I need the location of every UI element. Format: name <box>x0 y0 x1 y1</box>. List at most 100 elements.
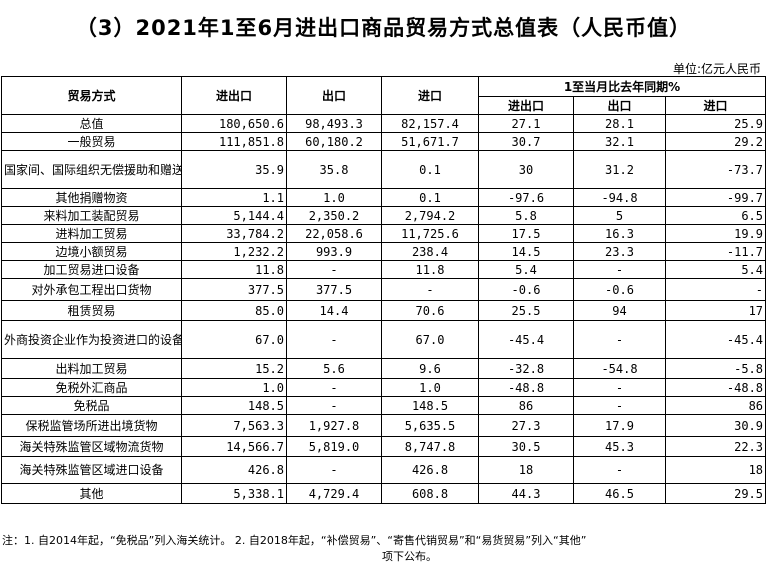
row-label: 租赁贸易 <box>1 300 182 321</box>
cell-yoy-import: 18 <box>664 456 767 484</box>
cell-yoy-import: 30.9 <box>664 414 767 437</box>
page-title: （3）2021年1至6月进出口商品贸易方式总值表（人民币值） <box>75 16 692 40</box>
row-label: 一般贸易 <box>1 132 182 151</box>
cell-yoy-export: - <box>573 396 666 415</box>
cell-yoy-total: -0.6 <box>478 278 574 301</box>
cell-import: 608.8 <box>381 483 479 504</box>
cell-import: 148.5 <box>381 396 479 415</box>
table-row: 租赁贸易 85.0 14.4 70.6 25.5 94 17 <box>1 300 767 321</box>
cell-import: 1.0 <box>381 378 479 397</box>
cell-export: 993.9 <box>286 242 382 261</box>
cell-total: 180,650.6 <box>181 114 287 133</box>
cell-yoy-total: -32.8 <box>478 358 574 379</box>
header-export: 出口 <box>286 76 382 115</box>
row-label: 出料加工贸易 <box>1 358 182 379</box>
cell-yoy-total: -97.6 <box>478 188 574 207</box>
cell-total: 148.5 <box>181 396 287 415</box>
header-total: 进出口 <box>181 76 287 115</box>
cell-yoy-export: 5 <box>573 206 666 225</box>
cell-yoy-export: 23.3 <box>573 242 666 261</box>
cell-yoy-import: - <box>664 278 767 301</box>
cell-yoy-export: -0.6 <box>573 278 666 301</box>
cell-total: 377.5 <box>181 278 287 301</box>
table-row: 免税品 148.5-148.5 86-86 <box>1 396 767 415</box>
header-import: 进口 <box>381 76 479 115</box>
cell-total: 85.0 <box>181 300 287 321</box>
table-row: 一般贸易 111,851.8 60,180.2 51,671.7 30.7 32.1 29.… <box>1 132 767 151</box>
row-label: 免税外汇商品 <box>1 378 182 397</box>
cell-export: 22,058.6 <box>286 224 382 243</box>
cell-yoy-import: 5.4 <box>664 260 767 279</box>
row-label: 免税品 <box>1 396 182 415</box>
cell-import: 70.6 <box>381 300 479 321</box>
cell-export: 377.5 <box>286 278 382 301</box>
row-label: 进料加工贸易 <box>1 224 182 243</box>
cell-yoy-import: 29.2 <box>664 132 767 151</box>
cell-import: 426.8 <box>381 456 479 484</box>
cell-export: 14.4 <box>286 300 382 321</box>
cell-total: 111,851.8 <box>181 132 287 151</box>
table-row: 边境小额贸易 1,232.2 993.9 238.4 14.5 23.3 -11.7 <box>1 242 767 261</box>
table-row: 总值 180,650.6 98,493.3 82,157.4 27.1 28.1 25.9 <box>1 114 767 133</box>
cell-yoy-total: 30 <box>478 150 574 189</box>
cell-export: 2,350.2 <box>286 206 382 225</box>
cell-total: 14,566.7 <box>181 436 287 457</box>
cell-import: 5,635.5 <box>381 414 479 437</box>
cell-export: 98,493.3 <box>286 114 382 133</box>
cell-import: 11.8 <box>381 260 479 279</box>
cell-import: 0.1 <box>381 150 479 189</box>
cell-yoy-total: 25.5 <box>478 300 574 321</box>
header-yoy-group: 1至当月比去年同期% <box>477 76 767 97</box>
cell-yoy-export: - <box>573 378 666 397</box>
table-row: 保税监管场所进出境货物 7,563.3 1,927.8 5,635.5 27.3 17.9… <box>1 414 767 437</box>
cell-yoy-export: -94.8 <box>573 188 666 207</box>
row-label: 保税监管场所进出境货物 <box>1 414 182 437</box>
cell-yoy-total: 14.5 <box>478 242 574 261</box>
cell-total: 5,338.1 <box>181 483 287 504</box>
trade-table: 贸易方式 进出口 出口 进口 1至当月比去年同期% 进出口 出口 进口 总值 18… <box>1 76 767 504</box>
cell-yoy-import: 29.5 <box>664 483 767 504</box>
header-yoy-total: 进出口 <box>478 96 574 115</box>
cell-yoy-import: -5.8 <box>664 358 767 379</box>
cell-yoy-total: 30.5 <box>478 436 574 457</box>
cell-import: 0.1 <box>381 188 479 207</box>
cell-import: 82,157.4 <box>381 114 479 133</box>
cell-yoy-import: -11.7 <box>664 242 767 261</box>
cell-yoy-export: - <box>573 260 666 279</box>
cell-export: - <box>286 396 382 415</box>
cell-export: - <box>286 260 382 279</box>
row-label: 外商投资企业作为投资进口的设备、物品 <box>1 320 182 359</box>
cell-export: 5.6 <box>286 358 382 379</box>
cell-yoy-import: 86 <box>664 396 767 415</box>
table-row: 海关特殊监管区域物流货物 14,566.7 5,819.0 8,747.8 30.5 45… <box>1 436 767 457</box>
table-row: 免税外汇商品 1.0-1.0 -48.8- -48.8 <box>1 378 767 397</box>
cell-yoy-export: 46.5 <box>573 483 666 504</box>
cell-yoy-export: 94 <box>573 300 666 321</box>
cell-export: 1.0 <box>286 188 382 207</box>
table-row: 其他捐赠物资 1.1 1.0 0.1 -97.6 -94.8 -99.7 <box>1 188 767 207</box>
cell-yoy-total: 18 <box>478 456 574 484</box>
cell-export: 35.8 <box>286 150 382 189</box>
row-label: 海关特殊监管区域进口设备 <box>1 456 182 484</box>
table-row: 来料加工装配贸易 5,144.4 2,350.2 2,794.2 5.8 5 6.5 <box>1 206 767 225</box>
row-label: 其他 <box>1 483 182 504</box>
cell-yoy-export: -54.8 <box>573 358 666 379</box>
table-row: 其他 5,338.1 4,729.4 608.8 44.3 46.5 29.5 <box>1 483 767 504</box>
cell-yoy-total: 27.1 <box>478 114 574 133</box>
cell-yoy-import: 22.3 <box>664 436 767 457</box>
footnote-line-2: 项下公布。 <box>382 550 437 563</box>
cell-yoy-total: 27.3 <box>478 414 574 437</box>
cell-yoy-total: 44.3 <box>478 483 574 504</box>
cell-yoy-import: 25.9 <box>664 114 767 133</box>
cell-export: 60,180.2 <box>286 132 382 151</box>
cell-yoy-export: - <box>573 320 666 359</box>
row-label: 边境小额贸易 <box>1 242 182 261</box>
cell-yoy-total: 86 <box>478 396 574 415</box>
cell-export: 1,927.8 <box>286 414 382 437</box>
cell-yoy-import: 19.9 <box>664 224 767 243</box>
cell-total: 15.2 <box>181 358 287 379</box>
cell-yoy-export: 16.3 <box>573 224 666 243</box>
cell-yoy-export: 17.9 <box>573 414 666 437</box>
cell-yoy-total: -45.4 <box>478 320 574 359</box>
